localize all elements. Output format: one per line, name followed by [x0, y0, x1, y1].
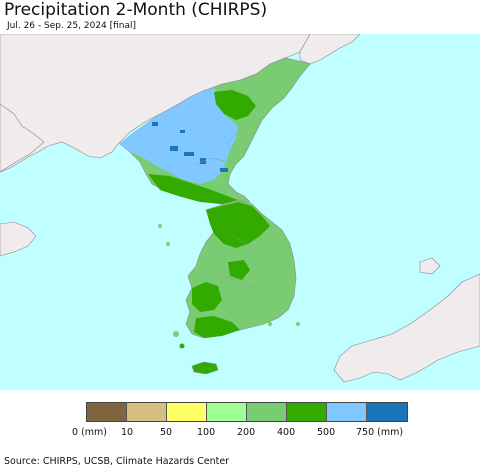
map-svg: [0, 34, 480, 390]
north-korea-high-precip: [120, 88, 238, 184]
legend-label: 0 (mm): [72, 427, 107, 438]
legend-labels: 0 (mm) 10 50 100 200 400 500 750 (mm): [0, 427, 480, 441]
legend-label: 200: [237, 427, 256, 438]
japan-land: [333, 273, 480, 383]
legend-label: 400: [277, 427, 296, 438]
shandong-land: [0, 221, 37, 257]
russia-land: [299, 34, 361, 65]
map-subtitle: Jul. 26 - Sep. 25, 2024 [final]: [7, 21, 137, 31]
legend-label: 750 (mm): [356, 427, 404, 438]
legend-swatch: [87, 403, 127, 421]
jeju-island: [191, 361, 219, 375]
legend-swatch: [207, 403, 247, 421]
liaodong-peninsula: [0, 103, 45, 173]
japan-island: [419, 257, 441, 275]
legend-label: 100: [197, 427, 216, 438]
source-credit: Source: CHIRPS, UCSB, Climate Hazards Ce…: [4, 456, 230, 467]
legend-label: 10: [121, 427, 134, 438]
legend-swatch: [287, 403, 327, 421]
precipitation-map: [0, 34, 480, 390]
legend-label: 50: [160, 427, 173, 438]
legend-colorbar: [86, 402, 408, 422]
legend-swatch: [127, 403, 167, 421]
specks: [170, 146, 178, 151]
map-title: Precipitation 2-Month (CHIRPS): [4, 0, 268, 20]
legend-swatch: [327, 403, 367, 421]
legend-swatch: [367, 403, 407, 421]
legend-swatch: [167, 403, 207, 421]
legend-label: 500: [317, 427, 336, 438]
legend-swatch: [247, 403, 287, 421]
